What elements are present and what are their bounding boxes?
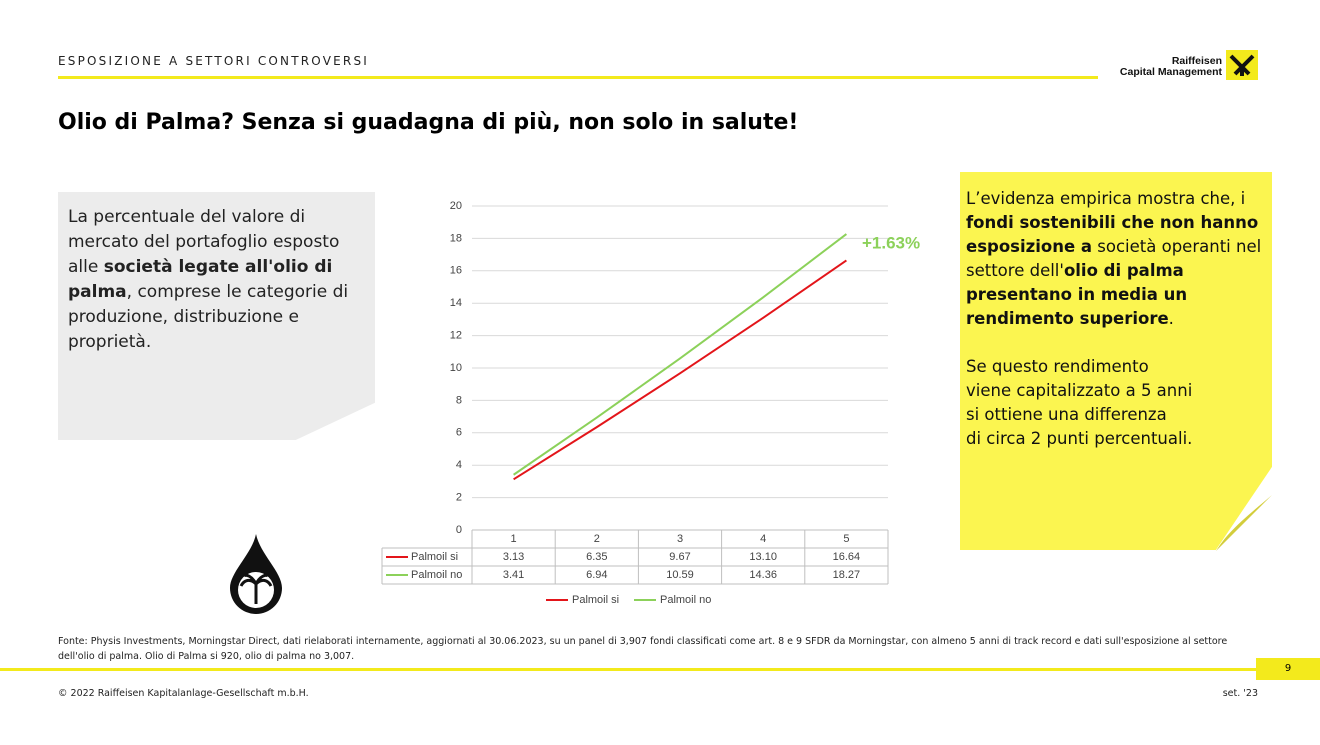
text: , comprese le categorie di produzione, d…	[68, 282, 349, 352]
bold-text: fondi sostenibili che non hanno esposizi…	[966, 213, 1259, 256]
table-value: 6.35	[586, 551, 607, 563]
y-tick-label: 16	[450, 265, 462, 277]
y-tick-label: 20	[450, 200, 462, 212]
row-label: Palmoil no	[411, 569, 462, 581]
table-value: 16.64	[833, 551, 861, 563]
logo-icon	[1226, 50, 1258, 80]
slide-title: Olio di Palma? Senza si guadagna di più,…	[58, 110, 799, 135]
x-tick-label: 5	[843, 533, 849, 545]
header-rule	[58, 76, 1098, 79]
series-line	[513, 259, 847, 481]
bold-text: olio di palma presentano in media un ren…	[966, 261, 1188, 328]
table-value: 18.27	[833, 569, 861, 581]
table-value: 9.67	[669, 551, 690, 563]
footer-rule	[0, 668, 1256, 671]
paragraph: L’evidenza empirica mostra che, i fondi …	[966, 187, 1266, 331]
annotation: +1.63%	[862, 234, 920, 253]
oil-drop-icon	[230, 534, 282, 614]
note-box	[960, 172, 1272, 550]
text-line: Se questo rendimento	[966, 357, 1149, 376]
bold-text: società legate all'olio di palma	[68, 257, 333, 302]
y-tick-label: 14	[450, 297, 462, 309]
series-line	[513, 233, 848, 476]
x-tick-label: 2	[594, 533, 600, 545]
logo-line: Capital Management	[1119, 66, 1222, 78]
paragraph: Se questo rendimento viene capitalizzato…	[966, 355, 1266, 451]
table-value: 14.36	[749, 569, 777, 581]
source-note: Fonte: Physis Investments, Morningstar D…	[58, 636, 1228, 662]
legend-label: Palmoil no	[660, 594, 711, 606]
y-tick-label: 18	[450, 232, 462, 244]
page-number: 9	[1256, 658, 1320, 680]
y-tick-label: 8	[456, 394, 462, 406]
info-box	[58, 192, 375, 440]
table-value: 3.13	[503, 551, 524, 563]
x-tick-label: 4	[760, 533, 766, 545]
date: set. '23	[1222, 688, 1258, 699]
table-value: 6.94	[586, 569, 607, 581]
text-line: viene capitalizzato a 5 anni	[966, 381, 1193, 400]
section-label: ESPOSIZIONE A SETTORI CONTROVERSI	[58, 54, 370, 68]
note-text: L’evidenza empirica mostra che, i fondi …	[966, 187, 1266, 451]
text-line: si ottiene una differenza	[966, 405, 1167, 424]
row-label: Palmoil si	[411, 551, 458, 563]
text: .	[1168, 309, 1174, 328]
text: L’evidenza empirica mostra che, i	[966, 189, 1246, 208]
text-line: di circa 2 punti percentuali.	[966, 429, 1193, 448]
x-tick-label: 1	[511, 533, 517, 545]
y-tick-label: 4	[456, 459, 462, 471]
text: società operanti nel settore dell'	[966, 237, 1262, 280]
y-tick-label: 12	[450, 330, 462, 342]
text: La percentuale del valore di mercato del…	[68, 207, 340, 277]
y-tick-label: 0	[456, 524, 462, 536]
legend-label: Palmoil si	[572, 594, 619, 606]
y-tick-label: 2	[456, 492, 462, 504]
table-value: 10.59	[666, 569, 694, 581]
table-value: 13.10	[749, 551, 777, 563]
logo-line: Raiffeisen	[1171, 55, 1222, 67]
logo-text: Raiffeisen Capital Management	[1100, 56, 1222, 78]
info-text: La percentuale del valore di mercato del…	[68, 205, 368, 355]
copyright: © 2022 Raiffeisen Kapitalanlage-Gesellsc…	[58, 688, 309, 699]
table-value: 3.41	[503, 569, 524, 581]
x-tick-label: 3	[677, 533, 683, 545]
note-fold	[1216, 495, 1272, 551]
y-tick-label: 10	[450, 362, 462, 374]
y-tick-label: 6	[456, 427, 462, 439]
